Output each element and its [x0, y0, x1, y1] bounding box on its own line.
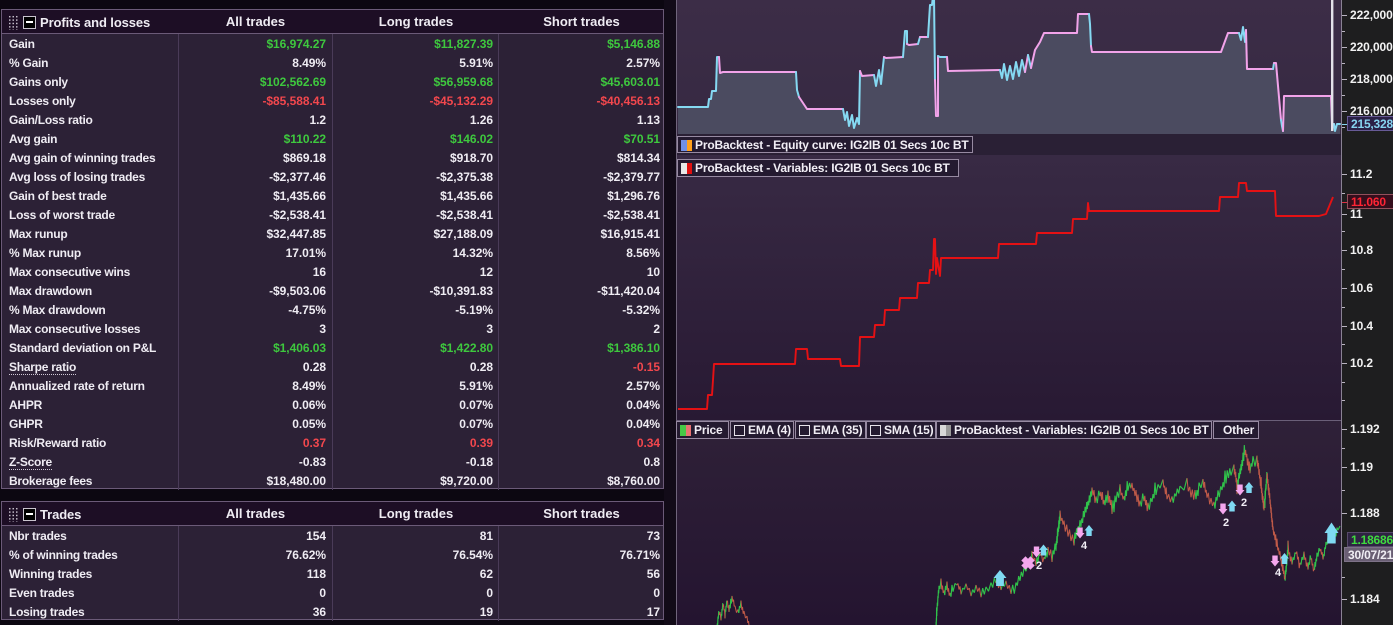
svg-text:2: 2	[1036, 560, 1042, 572]
svg-text:4: 4	[1275, 567, 1282, 579]
svg-text:2: 2	[1223, 517, 1229, 529]
svg-text:2: 2	[1241, 497, 1247, 509]
svg-text:4: 4	[1081, 540, 1088, 552]
